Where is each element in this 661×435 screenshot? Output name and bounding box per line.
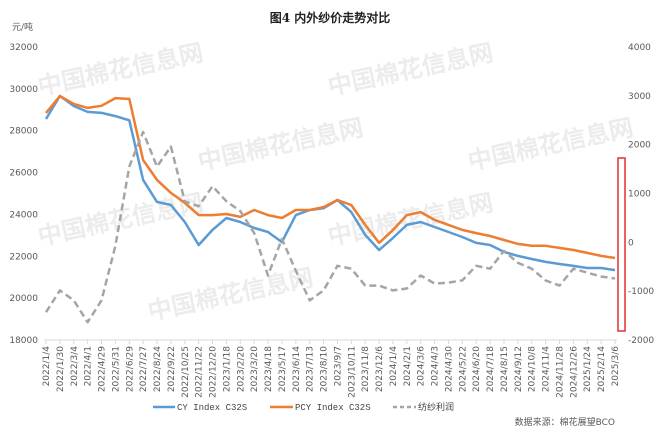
x-tick-label: 2023/4/18 [264,346,274,392]
y-tick-label: 24000 [9,210,38,220]
source-note: 数据来源：棉花展望BCO [515,416,615,428]
x-tick-label: 2023/5/17 [278,346,288,392]
y-tick-label: 30000 [9,85,38,95]
y-tick-label: 26000 [9,169,38,179]
x-tick-label: 2023/1/18 [222,346,232,392]
series-line-2 [44,130,616,324]
x-tick-label: 2023/8/10 [320,346,330,392]
x-tick-label: 2023/9/7 [333,346,343,386]
x-tick-label: 2024/8/15 [500,346,510,392]
y2-tick-label: 4000 [628,43,651,53]
y-tick-label: 20000 [9,294,38,304]
y2-tick-label: -1000 [628,287,654,297]
y-tick-label: 32000 [9,43,38,53]
x-tick-label: 2024/1/4 [389,346,399,387]
y2-tick-label: 2000 [628,141,651,151]
legend-label-pcy: PCY Index C32S [295,403,371,413]
legend-label-cy: CY Index C32S [177,403,247,413]
y2-tick-label: 3000 [628,92,651,102]
x-tick-label: 2022/11/22 [195,346,205,398]
x-tick-label: 2024/11/28 [555,346,565,398]
x-tick-label: 2024/4/30 [444,346,454,392]
x-tick-label: 2025/3/6 [611,346,621,387]
y-tick-label: 22000 [9,252,38,262]
x-tick-label: 2022/4/29 [98,346,108,392]
y2-tick-label: -2000 [628,336,654,346]
x-tick-label: 2022/7/27 [139,346,149,392]
x-tick-label: 2024/11/4 [542,346,552,392]
x-tick-label: 2022/1/30 [56,346,66,392]
x-tick-label: 2023/11/8 [361,346,371,392]
x-tick-label: 2022/12/20 [209,346,219,398]
chart-title: 图4 内外纱价走势对比 [270,10,391,25]
x-tick-label: 2024/7/18 [486,346,496,392]
x-tick-label: 2023/10/11 [347,346,357,398]
x-tick-label: 2022/5/31 [111,346,121,392]
x-tick-label: 2024/12/26 [569,346,579,398]
x-tick-label: 2022/10/25 [181,346,191,398]
x-tick-label: 2024/4/3 [431,346,441,386]
legend-label-profit: 纺纱利润 [418,401,454,413]
x-tick-label: 2023/6/14 [292,346,302,392]
y-axis-label: 元/吨 [12,21,33,33]
right-axis-highlight-box [617,157,626,332]
watermark-text: 中国棉花信息网 [195,114,365,176]
x-tick-label: 2025/2/14 [597,346,607,392]
x-tick-label: 2023/3/20 [250,346,260,392]
x-tick-label: 2025/1/24 [583,346,593,392]
x-tick-label: 2022/8/24 [153,346,163,392]
watermark-text: 中国棉花信息网 [35,39,205,101]
y-tick-label: 28000 [9,127,38,137]
x-tick-label: 2023/7/13 [306,346,316,392]
series-line-1 [45,94,616,260]
y2-tick-label: 1000 [628,190,651,200]
x-tick-label: 2022/1/4 [42,346,52,387]
watermark-text: 中国棉花信息网 [325,39,495,101]
x-tick-label: 2024/6/20 [472,346,482,392]
x-tick-label: 2024/5/22 [458,346,468,392]
x-tick-label: 2024/10/8 [528,346,538,392]
x-tick-label: 2023/2/20 [236,346,246,392]
y2-tick-label: 0 [628,238,634,248]
x-tick-label: 2022/9/22 [167,346,177,392]
x-tick-label: 2022/4/1 [84,346,94,386]
legend: CY Index C32S PCY Index C32S 纺纱利润 [153,401,454,413]
y-tick-label: 18000 [9,336,38,346]
x-tick-label: 2024/3/6 [417,346,427,387]
x-tick-label: 2024/2/1 [403,346,413,386]
watermark-text: 中国棉花信息网 [145,264,315,326]
x-tick-label: 2022/6/29 [125,346,135,392]
x-tick-label: 2023/12/6 [375,346,385,392]
x-tick-label: 2022/3/4 [70,346,80,387]
x-tick-label: 2024/9/12 [514,346,524,392]
watermark-text: 中国棉花信息网 [465,114,635,176]
